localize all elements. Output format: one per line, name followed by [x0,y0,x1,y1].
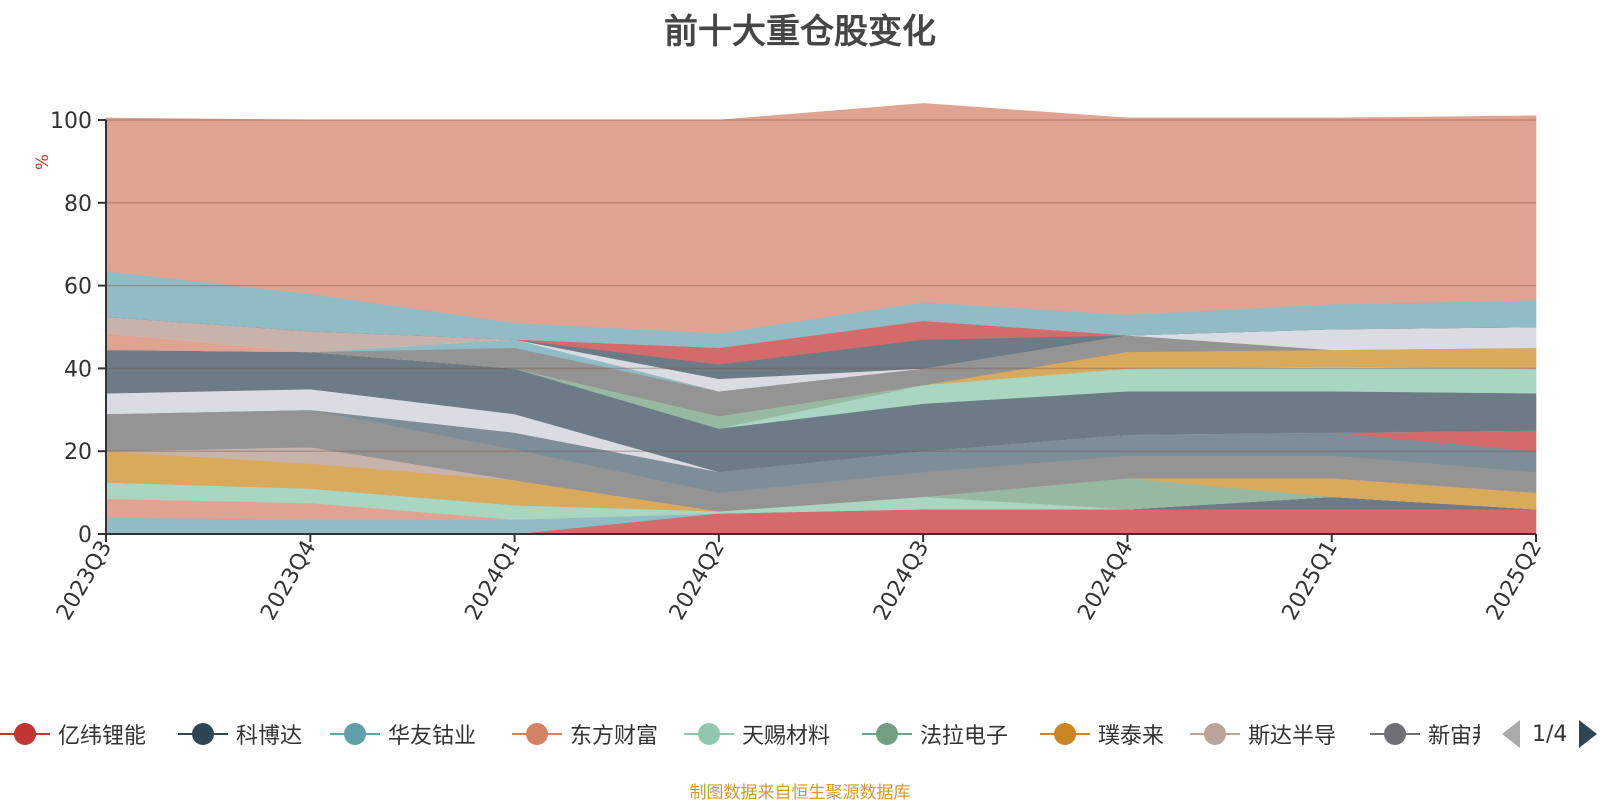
legend-item[interactable]: 华友钴业 [330,712,476,756]
legend-pager: 1/4 [1498,712,1600,756]
data-source-note: 制图数据来自恒生聚源数据库 [689,783,911,803]
legend-item[interactable]: 法拉电子 [862,712,1008,756]
legend-label: 华友钴业 [388,724,477,749]
y-tick-label: 60 [64,275,92,300]
legend-marker-icon [1190,712,1240,756]
x-tick-label: 2024Q4 [1073,537,1138,625]
legend-prev-page-icon[interactable] [1502,720,1520,748]
legend-item[interactable]: 新宙邦 [1370,712,1480,756]
x-tick-label: 2023Q4 [256,537,321,625]
y-axis-label: % [33,154,53,170]
y-tick-label: 20 [64,440,92,465]
chart-title: 前十大重仓股变化 [664,12,936,52]
x-tick-label: 2024Q3 [869,537,934,625]
legend-label: 亿纬锂能 [58,724,147,749]
legend-marker-icon [512,712,562,756]
legend-label: 东方财富 [570,724,659,749]
legend-label: 新宙邦 [1428,724,1480,749]
area-series-25 [105,103,1537,334]
x-tick-label: 2023Q3 [52,537,117,625]
legend-next-page-icon[interactable] [1579,720,1598,748]
x-tick-label: 2025Q1 [1278,537,1343,625]
legend-label: 斯达半导 [1248,724,1337,749]
legend-label: 璞泰来 [1098,724,1165,749]
legend-label: 天赐材料 [742,724,831,749]
area-series-group [105,103,1537,535]
y-tick-label: 0 [78,523,92,548]
x-tick-label: 2024Q1 [460,537,525,625]
y-tick-label: 100 [50,109,92,134]
legend-marker-icon [1040,712,1090,756]
legend-item[interactable]: 东方财富 [512,712,658,756]
legend-marker-icon [1370,712,1420,756]
legend-item[interactable]: 天赐材料 [684,712,830,756]
legend-item[interactable]: 斯达半导 [1190,712,1336,756]
legend-items: 亿纬锂能 科博达 华友钴业 东方财富 天赐材料 法拉电子 璞泰来 斯达半导 新宙邦 [0,712,1480,756]
legend: 亿纬锂能 科博达 华友钴业 东方财富 天赐材料 法拉电子 璞泰来 斯达半导 新宙邦 1/4 [0,712,1600,756]
legend-item[interactable]: 亿纬锂能 [0,712,146,756]
legend-item[interactable]: 璞泰来 [1040,712,1164,756]
legend-label: 法拉电子 [920,724,1009,749]
legend-marker-icon [178,712,228,756]
legend-marker-icon [862,712,912,756]
legend-page-indicator: 1/4 [1532,721,1568,747]
stacked-area-chart: 0 20 40 60 80 100 2023Q3 2023Q4 2024Q1 2024Q2 2024… [33,103,1547,625]
legend-marker-icon [684,712,734,756]
legend-item[interactable]: 科博达 [178,712,302,756]
y-tick-label: 40 [64,357,92,382]
y-tick-label: 80 [64,192,92,217]
legend-label: 科博达 [236,724,303,749]
x-tick-label: 2024Q2 [665,537,730,625]
legend-marker-icon [0,712,50,756]
x-tick-label: 2025Q2 [1482,537,1547,625]
legend-marker-icon [330,712,380,756]
gridlines [106,119,1536,452]
